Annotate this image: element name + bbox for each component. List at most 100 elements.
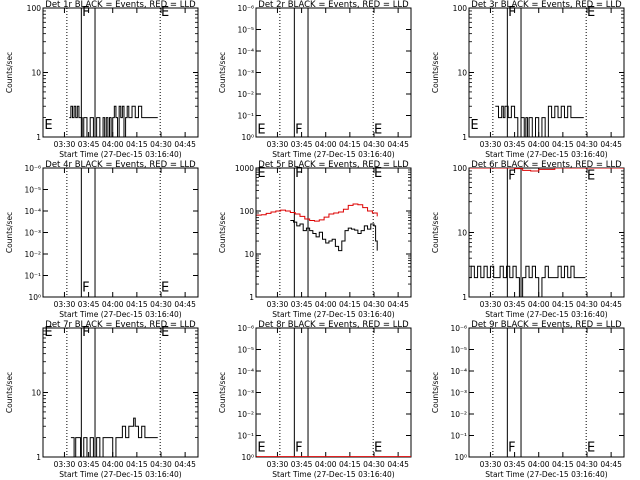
y-tick-label: 10⁻³ xyxy=(237,69,254,78)
y-tick-label: 10 xyxy=(457,229,467,238)
interval-marker-f: F xyxy=(82,280,89,295)
detector-panel-8: Det 8r BLACK = Events, RED = LLD 10⁰ 10⁻¹ 1… xyxy=(213,320,426,480)
interval-marker-f: F xyxy=(508,5,515,20)
plot-frame xyxy=(468,167,625,298)
interval-marker-e: E xyxy=(161,325,169,340)
interval-marker-e: E xyxy=(587,440,595,455)
y-axis-label: Counts/sec xyxy=(431,212,440,253)
y-tick-label: 1 xyxy=(462,133,467,142)
plot-frame xyxy=(42,167,199,298)
x-tick-label: 03:30 xyxy=(267,300,289,309)
x-tick-label: 03:30 xyxy=(267,140,289,149)
y-tick-label: 10⁻⁵ xyxy=(24,186,41,195)
chart-svg: Det 2r BLACK = Events, RED = LLD 10⁰ 10⁻¹ 1… xyxy=(218,0,412,159)
x-tick-label: 04:00 xyxy=(528,460,550,469)
chart-svg: Det 6r BLACK = Events, RED = LLD 1 10 100 Co… xyxy=(431,160,625,319)
series-line-events xyxy=(469,265,586,297)
y-tick-label: 10⁰ xyxy=(241,133,254,142)
interval-marker-f: F xyxy=(295,166,302,181)
y-axis-label: Counts/sec xyxy=(218,372,227,413)
x-axis-label: Start Time (27-Dec-15 03:16:40) xyxy=(59,150,181,159)
x-tick-label: 04:30 xyxy=(363,460,385,469)
chart-title: Det 6r BLACK = Events, RED = LLD xyxy=(471,160,622,170)
plot-frame xyxy=(255,7,412,138)
y-tick-label: 10⁰ xyxy=(241,453,254,462)
y-tick-label: 10⁻² xyxy=(237,410,254,419)
y-tick-label: 100 xyxy=(453,164,468,173)
x-tick-label: 04:15 xyxy=(339,460,361,469)
y-axis-label: Counts/sec xyxy=(5,212,14,253)
x-tick-label: 03:30 xyxy=(480,300,502,309)
x-tick-label: 04:15 xyxy=(339,300,361,309)
x-tick-label: 03:30 xyxy=(267,460,289,469)
y-axis-label: Counts/sec xyxy=(218,52,227,93)
x-tick-label: 04:00 xyxy=(102,460,124,469)
x-tick-label: 03:45 xyxy=(504,140,526,149)
interval-marker-e: E xyxy=(587,168,595,183)
chart-svg: Det 5r BLACK = Events, RED = LLD 1 10 100 10… xyxy=(218,160,412,319)
x-tick-label: 03:45 xyxy=(78,140,100,149)
chart-title: Det 7r BLACK = Events, RED = LLD xyxy=(45,320,196,330)
chart-svg: Det 4r BLACK = Events, RED = LLD 10⁰ 10⁻¹ 1… xyxy=(5,160,199,319)
y-axis-label: Counts/sec xyxy=(5,372,14,413)
x-axis-label: Start Time (27-Dec-15 03:16:40) xyxy=(272,470,394,479)
interval-marker-e: E xyxy=(470,118,478,133)
y-tick-label: 10⁻² xyxy=(24,250,41,259)
y-tick-label: 10⁻³ xyxy=(237,389,254,398)
x-tick-label: 04:00 xyxy=(315,460,337,469)
x-tick-label: 04:30 xyxy=(576,300,598,309)
interval-marker-f: F xyxy=(295,440,302,455)
chart-svg: Det 8r BLACK = Events, RED = LLD 10⁰ 10⁻¹ 1… xyxy=(218,320,412,479)
interval-marker-e: E xyxy=(257,166,265,181)
x-tick-label: 04:00 xyxy=(315,300,337,309)
y-tick-label: 10⁻² xyxy=(450,410,467,419)
y-tick-label: 1 xyxy=(462,293,467,302)
interval-marker-e: E xyxy=(374,122,382,137)
y-tick-label: 10⁻⁶ xyxy=(237,4,254,13)
detector-panel-4: Det 4r BLACK = Events, RED = LLD 10⁰ 10⁻¹ 1… xyxy=(0,160,213,320)
y-tick-label: 10⁻⁴ xyxy=(237,47,254,56)
y-axis-label: Counts/sec xyxy=(431,372,440,413)
y-tick-label: 100 xyxy=(240,207,255,216)
x-axis-label: Start Time (27-Dec-15 03:16:40) xyxy=(272,150,394,159)
x-tick-label: 03:30 xyxy=(54,140,76,149)
series-line-lld xyxy=(469,168,624,172)
chart-title: Det 9r BLACK = Events, RED = LLD xyxy=(471,320,622,330)
y-tick-label: 10⁻¹ xyxy=(237,432,254,441)
x-tick-label: 04:45 xyxy=(174,460,196,469)
interval-marker-f: F xyxy=(508,168,515,183)
x-tick-label: 04:15 xyxy=(126,460,148,469)
x-tick-label: 04:45 xyxy=(174,140,196,149)
interval-marker-e: E xyxy=(161,280,169,295)
x-tick-label: 04:30 xyxy=(576,140,598,149)
interval-marker-f: F xyxy=(82,325,89,340)
x-tick-label: 03:30 xyxy=(54,460,76,469)
chart-title: Det 3r BLACK = Events, RED = LLD xyxy=(471,0,622,10)
detector-panel-2: Det 2r BLACK = Events, RED = LLD 10⁰ 10⁻¹ 1… xyxy=(213,0,426,160)
interval-marker-e: E xyxy=(374,166,382,181)
x-tick-label: 03:30 xyxy=(480,460,502,469)
y-tick-label: 10⁻⁴ xyxy=(237,367,254,376)
x-tick-label: 03:30 xyxy=(480,140,502,149)
x-tick-label: 04:00 xyxy=(102,300,124,309)
interval-marker-f: F xyxy=(295,122,302,137)
y-tick-label: 10 xyxy=(31,69,41,78)
x-tick-label: 04:30 xyxy=(150,460,172,469)
chart-svg: Det 9r BLACK = Events, RED = LLD 10⁰ 10⁻¹ 1… xyxy=(431,320,625,479)
x-tick-label: 04:30 xyxy=(576,460,598,469)
y-tick-label: 10⁰ xyxy=(454,453,467,462)
y-tick-label: 10⁻¹ xyxy=(237,112,254,121)
y-tick-label: 10⁻³ xyxy=(450,389,467,398)
x-tick-label: 04:30 xyxy=(150,300,172,309)
interval-marker-e: E xyxy=(257,122,265,137)
x-axis-label: Start Time (27-Dec-15 03:16:40) xyxy=(485,310,607,319)
y-tick-label: 10⁻¹ xyxy=(24,272,41,281)
y-tick-label: 100 xyxy=(453,4,468,13)
x-tick-label: 04:00 xyxy=(528,140,550,149)
series-line-lld xyxy=(256,203,378,222)
y-axis-label: Counts/sec xyxy=(5,52,14,93)
x-tick-label: 04:15 xyxy=(126,140,148,149)
y-axis-label: Counts/sec xyxy=(431,52,440,93)
y-tick-label: 100 xyxy=(27,4,42,13)
x-tick-label: 04:00 xyxy=(528,300,550,309)
